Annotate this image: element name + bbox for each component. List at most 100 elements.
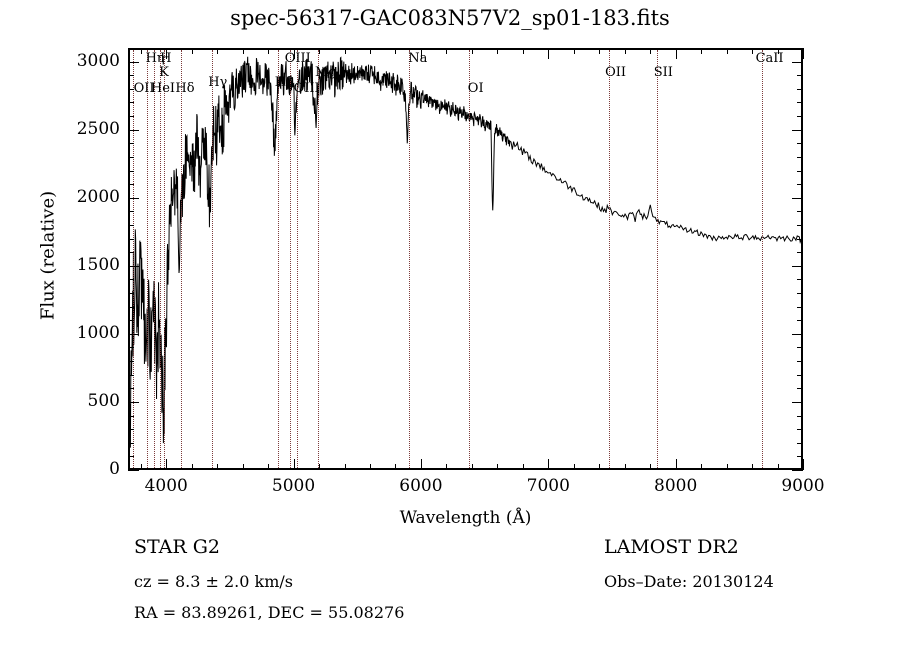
- y-tick-right-1200: [797, 306, 803, 308]
- x-tick-top-7800: [650, 48, 652, 54]
- y-tick-1600: [128, 252, 134, 254]
- obs-date-label: Obs–Date: 20130124: [604, 572, 774, 591]
- x-tick-7200: [573, 464, 575, 470]
- line-label-k-4: K: [159, 65, 169, 80]
- survey-label: LAMOST DR2: [604, 536, 739, 558]
- x-tick-label-4000: 4000: [144, 476, 188, 496]
- y-tick-right-1500: [792, 265, 803, 267]
- x-tick-top-7600: [624, 48, 626, 54]
- line-label-h-2: Hη: [145, 51, 165, 66]
- y-tick-label-2000: 2000: [76, 186, 120, 207]
- spectral-line-marker-hei: [154, 50, 156, 468]
- x-tick-4800: [268, 464, 270, 470]
- y-tick-right-300: [797, 429, 803, 431]
- y-tick-1100: [128, 320, 134, 322]
- x-tick-label-7000: 7000: [526, 476, 570, 496]
- x-tick-top-4600: [242, 48, 244, 54]
- spectral-line-marker-oii: [133, 50, 135, 468]
- y-tick-right-2700: [797, 102, 803, 104]
- y-tick-right-500: [792, 401, 803, 403]
- line-label-oii-13: OII: [605, 65, 627, 80]
- x-tick-8200: [701, 464, 703, 470]
- page-title: spec-56317-GAC083N57V2_sp01-183.fits: [230, 6, 670, 30]
- x-tick-top-6400: [471, 48, 473, 54]
- x-tick-top-9000: [803, 48, 804, 59]
- x-tick-top-7400: [599, 48, 601, 54]
- x-tick-8600: [752, 464, 754, 470]
- footer-info: STAR G2 cz = 8.3 ± 2.0 km/s RA = 83.8926…: [0, 528, 900, 649]
- x-tick-8000: [675, 459, 677, 470]
- y-tick-right-1700: [797, 238, 803, 240]
- y-tick-right-2500: [792, 129, 803, 131]
- y-tick-right-400: [797, 415, 803, 417]
- line-label-hei-1: HeI: [150, 81, 176, 96]
- y-tick-300: [128, 429, 134, 431]
- y-tick-right-900: [797, 347, 803, 349]
- line-label-h-6: Hγ: [208, 75, 228, 90]
- x-tick-8400: [726, 464, 728, 470]
- x-tick-top-6000: [420, 48, 422, 59]
- y-tick-1500: [128, 265, 139, 267]
- x-tick-4600: [242, 464, 244, 470]
- y-tick-right-2400: [797, 143, 803, 145]
- redshift-velocity-label: cz = 8.3 ± 2.0 km/s: [134, 572, 293, 591]
- x-tick-top-6600: [497, 48, 499, 54]
- spectral-line-marker-h: [164, 50, 166, 468]
- y-axis-tick-labels: 0 500 1000 1500 2000 2500 3000: [52, 0, 120, 649]
- y-axis-title: Flux (relative): [37, 190, 59, 321]
- x-tick-top-5600: [369, 48, 371, 54]
- x-tick-top-7200: [573, 48, 575, 54]
- y-tick-2800: [128, 88, 134, 90]
- y-tick-1300: [128, 293, 134, 295]
- x-tick-6200: [446, 464, 448, 470]
- line-label-oiii-8: OIII: [284, 51, 311, 66]
- line-label-h-3: H: [160, 51, 172, 66]
- x-tick-top-5800: [395, 48, 397, 54]
- y-tick-1900: [128, 211, 134, 213]
- spectral-line-marker-h: [147, 50, 149, 468]
- y-tick-800: [128, 361, 134, 363]
- y-tick-700: [128, 374, 134, 376]
- line-label-h-5: Hδ: [175, 81, 195, 96]
- x-tick-top-4800: [268, 48, 270, 54]
- x-tick-top-4200: [191, 48, 193, 54]
- x-tick-top-8400: [726, 48, 728, 54]
- x-tick-top-6200: [446, 48, 448, 54]
- y-tick-label-1500: 1500: [76, 254, 120, 275]
- spectral-line-marker-oii: [608, 50, 610, 468]
- line-label-h-7: Hβ: [274, 75, 294, 90]
- y-tick-label-2500: 2500: [76, 118, 120, 139]
- y-tick-1700: [128, 238, 134, 240]
- x-tick-top-4000: [166, 48, 168, 59]
- x-tick-4200: [191, 464, 193, 470]
- y-tick-right-1800: [797, 224, 803, 226]
- x-tick-5800: [395, 464, 397, 470]
- y-tick-2000: [128, 197, 139, 199]
- x-tick-top-8000: [675, 48, 677, 59]
- x-tick-top-8800: [777, 48, 779, 54]
- x-tick-7600: [624, 464, 626, 470]
- y-tick-right-200: [797, 442, 803, 444]
- y-tick-1200: [128, 306, 134, 308]
- y-tick-2500: [128, 129, 139, 131]
- y-tick-2900: [128, 75, 134, 77]
- x-tick-top-7000: [548, 48, 550, 59]
- y-tick-right-2900: [797, 75, 803, 77]
- y-tick-2600: [128, 116, 134, 118]
- y-tick-right-2800: [797, 88, 803, 90]
- y-tick-right-2000: [792, 197, 803, 199]
- y-tick-2200: [128, 170, 134, 172]
- y-tick-400: [128, 415, 134, 417]
- x-tick-5400: [344, 464, 346, 470]
- y-tick-right-2300: [797, 156, 803, 158]
- y-tick-right-600: [797, 388, 803, 390]
- y-tick-900: [128, 347, 134, 349]
- spectral-line-marker-oiii: [296, 50, 298, 468]
- x-axis-title: Wavelength (Å): [399, 508, 532, 528]
- x-tick-3800: [140, 464, 142, 470]
- y-tick-600: [128, 388, 134, 390]
- y-tick-right-0: [792, 470, 803, 471]
- y-tick-3000: [128, 61, 139, 63]
- line-label-caii-15: CaII: [755, 51, 784, 66]
- y-tick-right-1600: [797, 252, 803, 254]
